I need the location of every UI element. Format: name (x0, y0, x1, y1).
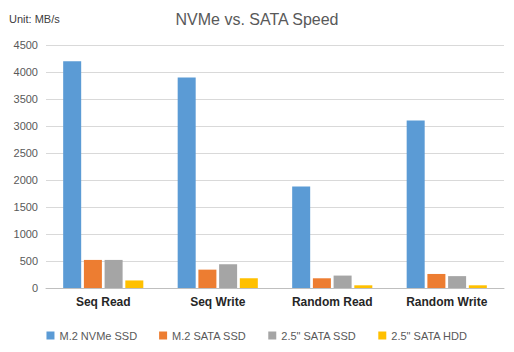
svg-text:0: 0 (32, 282, 38, 294)
svg-text:1000: 1000 (14, 228, 38, 240)
svg-text:M.2 SATA SSD: M.2 SATA SSD (172, 330, 246, 342)
svg-text:2.5" SATA HDD: 2.5" SATA HDD (391, 330, 467, 342)
svg-text:2000: 2000 (14, 174, 38, 186)
svg-text:M.2 NVMe SSD: M.2 NVMe SSD (59, 330, 137, 342)
svg-text:2.5" SATA SSD: 2.5" SATA SSD (281, 330, 355, 342)
svg-text:Unit: MB/s: Unit: MB/s (9, 13, 60, 25)
svg-text:4500: 4500 (14, 39, 38, 51)
svg-text:NVMe vs. SATA Speed: NVMe vs. SATA Speed (175, 11, 338, 28)
svg-text:3500: 3500 (14, 93, 38, 105)
svg-text:Seq Write: Seq Write (190, 295, 245, 309)
svg-text:3000: 3000 (14, 120, 38, 132)
svg-text:1500: 1500 (14, 201, 38, 213)
svg-text:Seq Read: Seq Read (76, 295, 131, 309)
svg-text:Random Write: Random Write (406, 295, 487, 309)
svg-text:2500: 2500 (14, 147, 38, 159)
svg-text:Random Read: Random Read (292, 295, 373, 309)
svg-text:4000: 4000 (14, 66, 38, 78)
svg-text:500: 500 (20, 255, 38, 267)
